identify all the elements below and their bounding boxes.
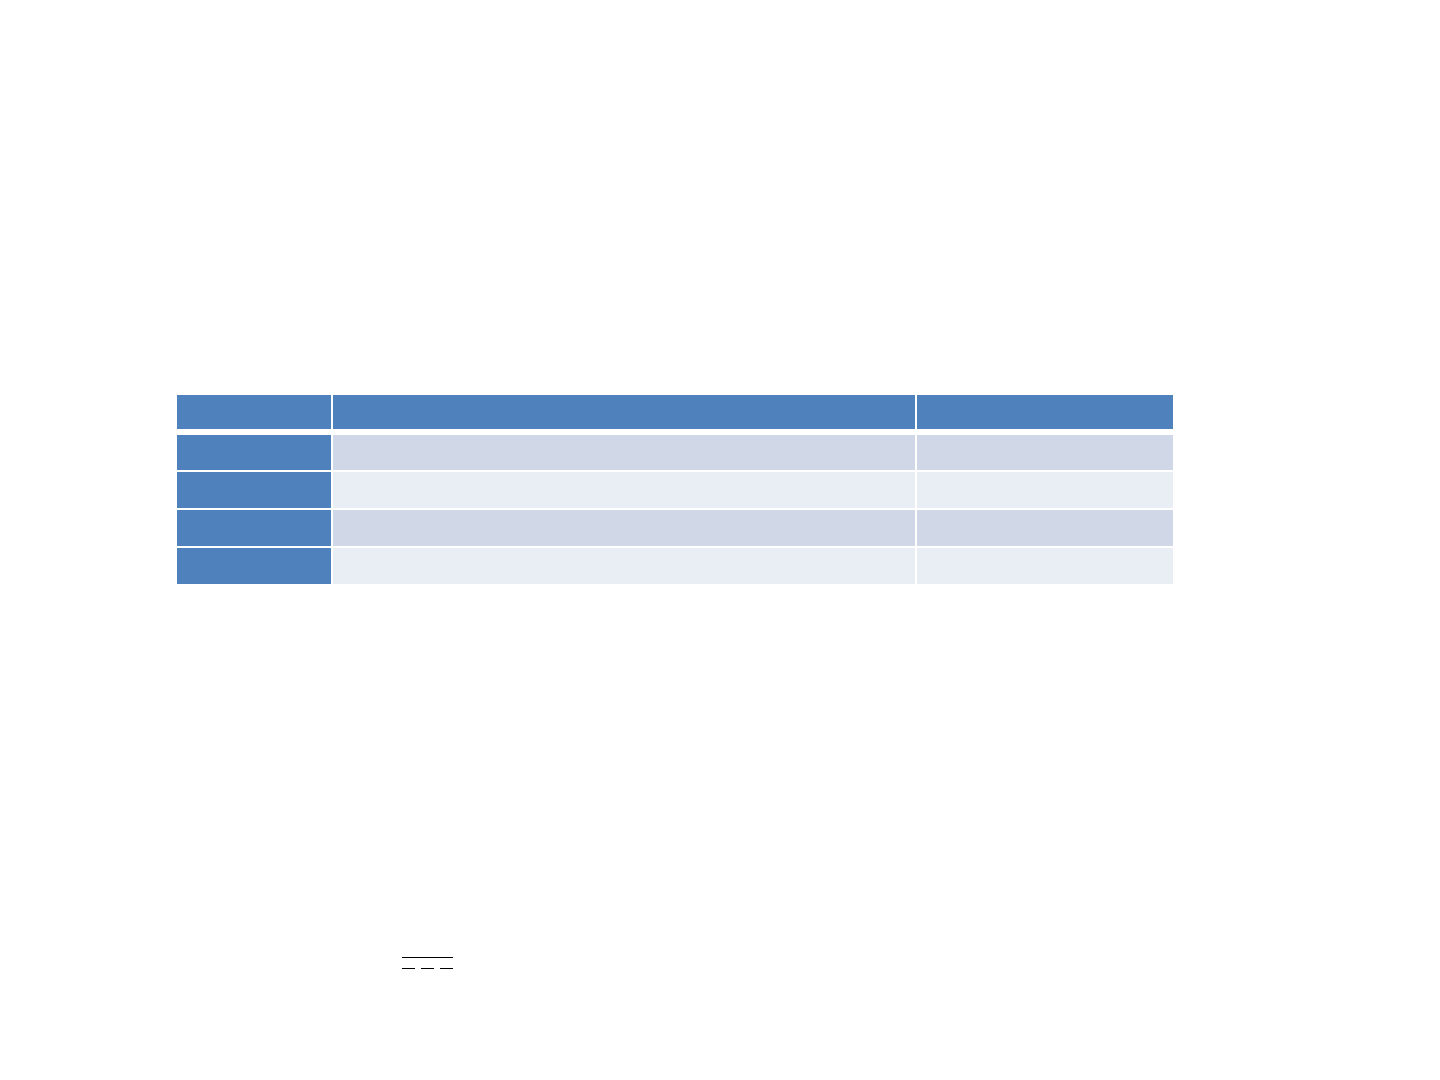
row-header-cell <box>177 510 331 546</box>
row-header-cell <box>177 435 331 470</box>
header-cell <box>177 395 331 429</box>
cell <box>333 472 915 508</box>
cell <box>333 510 915 546</box>
header-cell <box>917 395 1173 429</box>
cell <box>917 472 1173 508</box>
cell <box>333 548 915 584</box>
row-header-cell <box>177 548 331 584</box>
cell <box>917 510 1173 546</box>
row-header-cell <box>177 472 331 508</box>
cell <box>917 548 1173 584</box>
header-cell <box>333 395 915 429</box>
cell <box>917 435 1173 470</box>
table <box>177 395 1173 584</box>
small-symbol <box>402 957 453 969</box>
cell <box>333 435 915 470</box>
